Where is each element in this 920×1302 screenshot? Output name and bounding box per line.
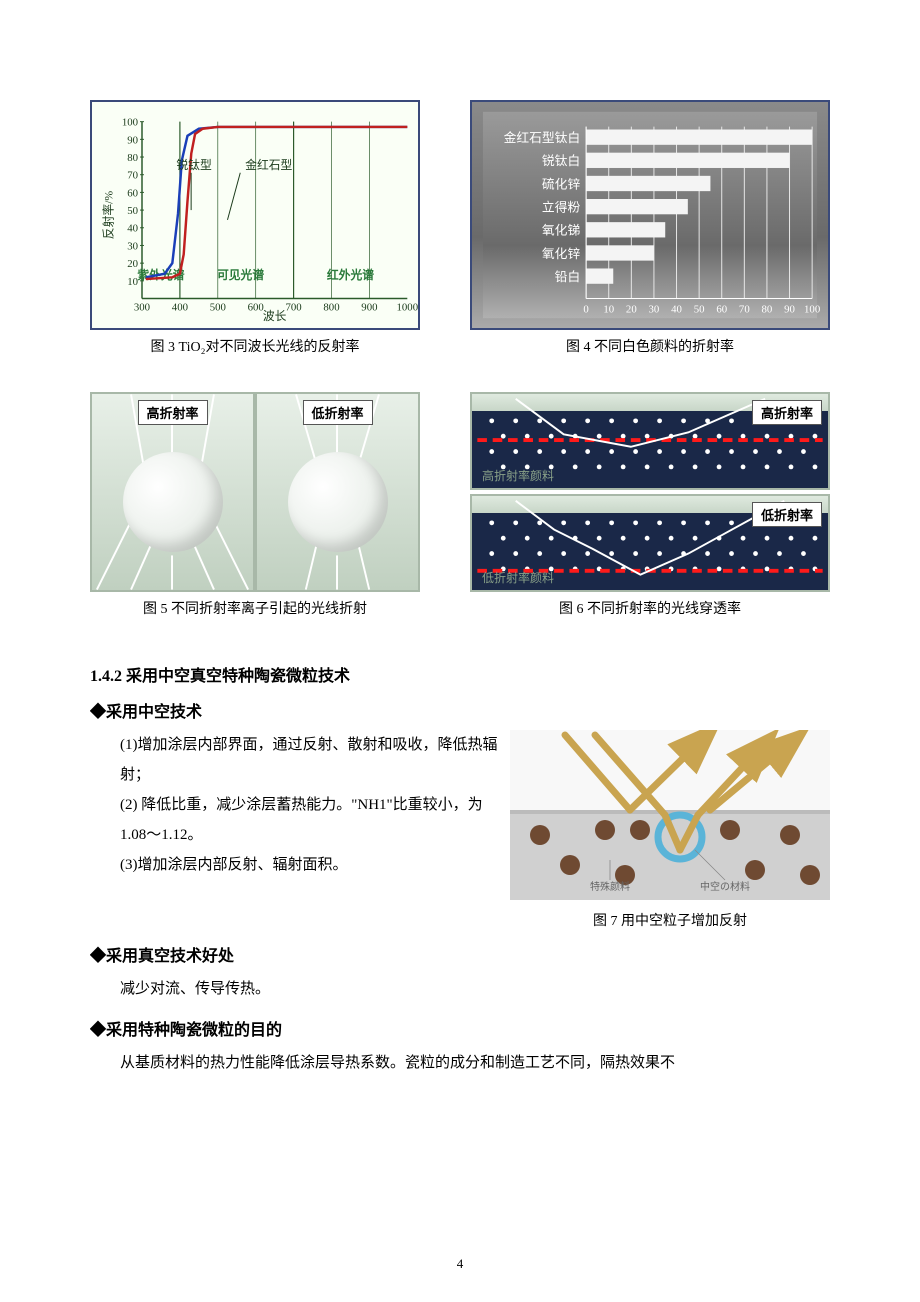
svg-text:60: 60: [127, 187, 138, 199]
heading-ceramic: 采用特种陶瓷微粒的目的: [90, 1016, 830, 1040]
fig6-bottom-caption: 低折射率颜料: [482, 569, 554, 586]
svg-text:70: 70: [127, 170, 138, 182]
svg-text:400: 400: [172, 301, 188, 313]
page-number: 4: [457, 1256, 464, 1272]
svg-text:锐钛型: 锐钛型: [176, 158, 212, 172]
vacuum-text: 减少对流、传导传热。: [90, 974, 830, 1004]
figure-6: 高折射率 高折射率颜料 低折射率 低折射率颜料 图 6 不同折射率的光线穿透率: [470, 392, 830, 618]
svg-text:金红石型: 金红石型: [245, 158, 292, 172]
svg-text:80: 80: [127, 152, 138, 164]
svg-text:20: 20: [626, 303, 637, 315]
svg-text:立得粉: 立得粉: [542, 200, 581, 215]
svg-text:700: 700: [286, 301, 302, 313]
svg-text:500: 500: [210, 301, 226, 313]
svg-text:60: 60: [716, 303, 727, 315]
fig4-chart: 0 10 20 30 40 50 60 70 80 90 100 金红石型钛白锐钛白硫化锌立得粉氧化…: [470, 100, 830, 330]
svg-text:硫化锌: 硫化锌: [542, 177, 581, 191]
svg-text:100: 100: [804, 303, 820, 315]
heading-vacuum-text: 采用真空技术好处: [106, 948, 234, 965]
svg-text:90: 90: [127, 134, 138, 146]
fig5-right-label: 低折射率: [302, 400, 372, 425]
sphere-icon: [123, 452, 223, 552]
figure-5: 高折射率 低折射率 图 5 不同折射率离子引起的光线折射: [90, 392, 420, 618]
fig6-diagram: 高折射率 高折射率颜料 低折射率 低折射率颜料: [470, 392, 830, 592]
figure-row-1: 102030405060708090100 300400500600700800…: [90, 100, 830, 356]
svg-text:800: 800: [323, 301, 339, 313]
svg-text:30: 30: [649, 303, 660, 315]
svg-text:90: 90: [784, 303, 795, 315]
svg-text:900: 900: [361, 301, 377, 313]
svg-text:50: 50: [694, 303, 705, 315]
svg-text:600: 600: [248, 301, 264, 313]
fig5-left: 高折射率: [90, 392, 255, 592]
svg-text:100: 100: [122, 117, 138, 129]
svg-text:300: 300: [134, 301, 150, 313]
figure-4: 0 10 20 30 40 50 60 70 80 90 100 金红石型钛白锐钛白硫化锌立得粉氧化…: [470, 100, 830, 356]
svg-text:50: 50: [127, 205, 138, 217]
fig6-top: 高折射率 高折射率颜料: [470, 392, 830, 490]
svg-text:金红石型钛白: 金红石型钛白: [504, 130, 581, 145]
fig7-label-left: 特殊颜料: [590, 880, 630, 893]
fig3-caption: 图 3 TiO₂对不同波长光线的反射率: [151, 336, 360, 356]
fig5-diagram: 高折射率 低折射率: [90, 392, 420, 592]
fig3-xlabel: 波长: [263, 309, 287, 323]
svg-text:40: 40: [127, 223, 138, 235]
svg-text:氧化锑: 氧化锑: [542, 224, 581, 238]
svg-text:40: 40: [671, 303, 682, 315]
svg-text:10: 10: [603, 303, 614, 315]
heading-hollow-text: 采用中空技术: [106, 704, 202, 721]
heading-ceramic-text: 采用特种陶瓷微粒的目的: [106, 1022, 282, 1039]
figure-row-2: 高折射率 低折射率 图 5 不同折射率离子引起的光线折射: [90, 392, 830, 618]
fig7-label-right: 中空の材料: [700, 880, 750, 893]
heading-hollow: 采用中空技术: [90, 698, 830, 722]
figure-3: 102030405060708090100 300400500600700800…: [90, 100, 420, 356]
figure-7: 特殊颜料 中空の材料 图 7 用中空粒子增加反射: [510, 730, 830, 930]
fig6-bottom: 低折射率 低折射率颜料: [470, 494, 830, 592]
fig3-chart: 102030405060708090100 300400500600700800…: [90, 100, 420, 330]
svg-text:铅白: 铅白: [555, 269, 581, 284]
heading-vacuum: 采用真空技术好处: [90, 942, 830, 966]
fig6-caption: 图 6 不同折射率的光线穿透率: [559, 598, 741, 618]
fig3-ylabel: 反射率/%: [102, 191, 116, 240]
fig6-top-caption: 高折射率颜料: [482, 467, 554, 484]
svg-text:可见光谱: 可见光谱: [217, 268, 264, 282]
svg-text:1000: 1000: [397, 301, 418, 313]
svg-text:0: 0: [583, 303, 588, 315]
fig7-diagram: 特殊颜料 中空の材料: [510, 730, 830, 900]
svg-text:锐钛白: 锐钛白: [542, 153, 580, 168]
fig5-caption: 图 5 不同折射率离子引起的光线折射: [143, 598, 367, 618]
sphere-icon: [288, 452, 388, 552]
svg-text:70: 70: [739, 303, 750, 315]
ceramic-text: 从基质材料的热力性能降低涂层导热系数。瓷粒的成分和制造工艺不同，隔热效果不: [90, 1048, 830, 1078]
heading-1-4-2: 1.4.2 采用中空真空特种陶瓷微粒技术: [90, 662, 830, 686]
fig7-caption: 图 7 用中空粒子增加反射: [510, 910, 830, 930]
fig6-bottom-label: 低折射率: [752, 502, 822, 527]
svg-text:80: 80: [762, 303, 773, 315]
svg-text:红外光谱: 红外光谱: [327, 268, 374, 282]
fig5-right: 低折射率: [255, 392, 420, 592]
fig6-top-label: 高折射率: [752, 400, 822, 425]
svg-text:氧化锌: 氧化锌: [542, 247, 581, 261]
fig4-caption: 图 4 不同白色颜料的折射率: [566, 336, 734, 356]
svg-text:30: 30: [127, 240, 138, 252]
fig5-left-label: 高折射率: [137, 400, 207, 425]
